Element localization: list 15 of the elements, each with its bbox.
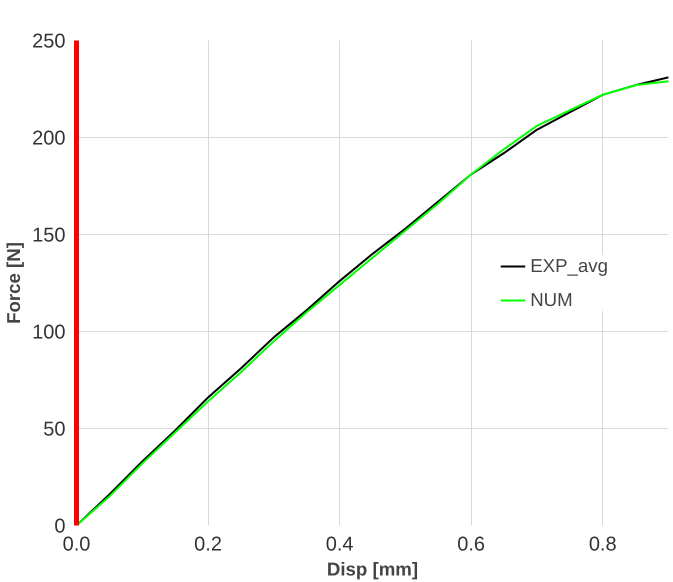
x-tick-label: 0.8	[588, 534, 617, 556]
y-axis-title: Force [N]	[3, 242, 24, 324]
y-tick-label: 250	[32, 30, 66, 52]
x-tick-label: 0.0	[62, 534, 90, 556]
y-tick-label: 50	[43, 418, 66, 440]
y-tick-label: 150	[32, 224, 66, 246]
legend-label: NUM	[530, 288, 573, 310]
x-axis-title: Disp [mm]	[326, 558, 418, 580]
y-tick-label: 0	[54, 516, 66, 538]
y-tick-label: 200	[32, 128, 66, 150]
legend-label: EXP_avg	[530, 254, 608, 276]
x-tick-label: 0.2	[194, 534, 222, 556]
x-tick-label: 0.6	[457, 534, 486, 556]
y-tick-label: 100	[32, 322, 66, 344]
x-tick-label: 0.4	[326, 534, 354, 556]
